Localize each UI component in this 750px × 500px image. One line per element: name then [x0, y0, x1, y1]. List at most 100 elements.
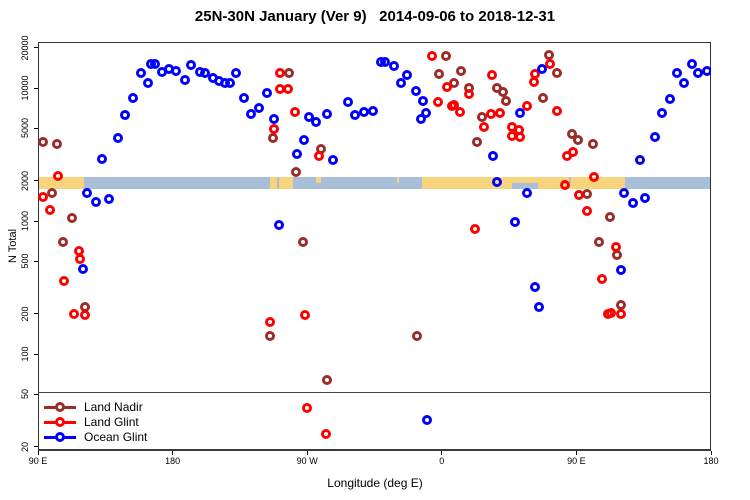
band-segment-land: [269, 177, 293, 189]
point-land-glint: [596, 273, 607, 284]
legend-ring-icon: [55, 401, 65, 412]
point-ocean-glint: [628, 197, 639, 208]
legend-row: Ocean Glint: [44, 429, 147, 444]
point-land-glint: [581, 205, 592, 216]
point-land-nadir: [605, 212, 616, 223]
point-land-glint: [433, 96, 444, 107]
point-ocean-glint: [119, 109, 130, 120]
point-ocean-glint: [311, 116, 322, 127]
point-land-glint: [320, 429, 331, 440]
point-ocean-glint: [402, 69, 413, 80]
band-segment-ocean: [84, 177, 270, 189]
point-land-glint: [80, 310, 91, 321]
point-ocean-glint: [421, 107, 432, 118]
legend-label: Land Nadir: [84, 399, 143, 414]
point-land-nadir: [477, 111, 488, 122]
point-ocean-glint: [81, 187, 92, 198]
point-land-glint: [302, 403, 313, 414]
point-ocean-glint: [199, 67, 210, 78]
point-land-glint: [522, 101, 533, 112]
band-fleck-land: [316, 177, 321, 183]
x-tick-mark: [441, 451, 443, 455]
legend-row: Land Glint: [44, 414, 147, 429]
band-fleck-ocean: [568, 177, 572, 183]
point-land-glint: [486, 108, 497, 119]
point-ocean-glint: [350, 109, 361, 120]
y-tick-label: 500: [20, 253, 30, 269]
y-tick-label: 100: [20, 346, 30, 362]
x-tick-label: 90 E: [567, 456, 586, 466]
point-ocean-glint: [127, 93, 138, 104]
point-ocean-glint: [510, 217, 521, 228]
legend-label: Land Glint: [84, 414, 139, 429]
point-land-nadir: [456, 65, 467, 76]
point-land-nadir: [47, 187, 58, 198]
point-ocean-glint: [328, 155, 339, 166]
point-land-nadir: [587, 139, 598, 150]
point-ocean-glint: [239, 93, 250, 104]
point-ocean-glint: [388, 61, 399, 72]
point-land-glint: [442, 81, 453, 92]
x-tick-label: 180: [165, 456, 181, 466]
point-ocean-glint: [113, 133, 123, 143]
x-axis-label: Longitude (deg E): [327, 476, 423, 490]
point-ocean-glint: [91, 197, 102, 207]
point-ocean-glint: [225, 78, 236, 89]
y-tick-label: 20000: [20, 35, 30, 61]
point-land-nadir: [290, 167, 301, 178]
point-land-glint: [611, 242, 622, 253]
y-tick-label: 2000: [20, 170, 30, 191]
point-land-glint: [299, 310, 310, 321]
point-ocean-glint: [640, 192, 651, 203]
plot-area: [38, 42, 711, 451]
point-ocean-glint: [299, 134, 310, 145]
point-ocean-glint: [149, 58, 160, 69]
y-tick-mark: [34, 127, 38, 129]
point-ocean-glint: [616, 264, 627, 275]
point-ocean-glint: [343, 97, 354, 108]
x-tick-mark: [306, 451, 308, 455]
point-land-glint: [44, 205, 55, 216]
point-land-nadir: [412, 330, 423, 341]
band-segment-ocean: [625, 177, 711, 189]
point-ocean-glint: [515, 107, 526, 118]
point-ocean-glint: [487, 151, 498, 162]
land-ocean-band: [38, 42, 711, 451]
legend-row: Land Nadir: [44, 399, 147, 414]
legend-ring-icon: [55, 416, 65, 427]
y-tick-label: 50: [20, 389, 30, 400]
x-tick-mark: [710, 451, 712, 455]
y-tick-mark: [34, 47, 38, 49]
point-land-glint: [560, 179, 571, 190]
point-land-nadir: [501, 95, 512, 106]
point-land-glint: [469, 224, 480, 235]
point-land-nadir: [322, 374, 333, 385]
point-land-glint: [589, 171, 600, 182]
point-ocean-glint: [231, 67, 242, 78]
point-ocean-glint: [246, 108, 257, 119]
point-ocean-glint: [180, 74, 191, 85]
point-land-glint: [314, 151, 325, 162]
point-ocean-glint: [261, 88, 272, 99]
point-land-nadir: [551, 67, 562, 78]
point-land-nadir: [441, 50, 452, 61]
data-points: [38, 42, 711, 451]
legend-ring-icon: [55, 431, 65, 442]
point-ocean-glint: [529, 281, 540, 292]
point-land-nadir: [51, 138, 62, 149]
y-tick-mark: [34, 313, 38, 315]
point-land-nadir: [572, 134, 583, 145]
point-land-glint: [486, 69, 497, 80]
point-ocean-glint: [379, 56, 390, 67]
point-land-nadir: [433, 68, 444, 79]
point-land-nadir: [616, 299, 627, 310]
point-ocean-glint: [534, 301, 544, 312]
x-tick-label: 90 E: [28, 456, 48, 466]
x-tick-mark: [575, 451, 577, 455]
y-tick-mark: [34, 180, 38, 182]
point-ocean-glint: [657, 107, 668, 118]
point-land-glint: [495, 107, 506, 118]
point-land-glint: [515, 131, 526, 142]
point-land-nadir: [297, 237, 308, 248]
